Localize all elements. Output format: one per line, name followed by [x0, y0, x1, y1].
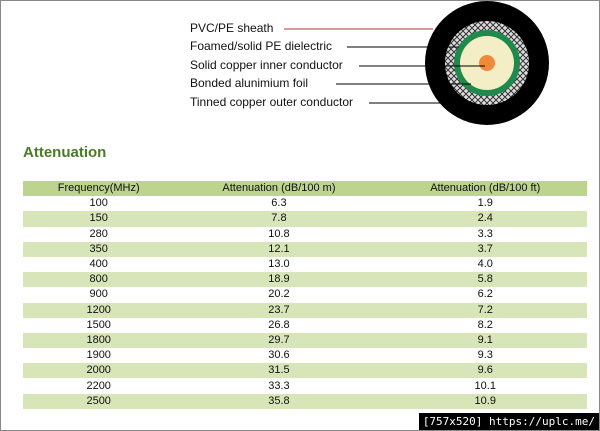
- label: Foamed/solid PE dielectric: [190, 39, 332, 53]
- table-row: 1200 23.7 7.2: [23, 302, 587, 318]
- table-cell: 150: [23, 211, 175, 227]
- table-cell: 6.2: [383, 287, 587, 303]
- table-cell: 5.8: [383, 272, 587, 288]
- table-cell: 26.8: [174, 317, 384, 333]
- table-cell: 18.9: [174, 272, 384, 288]
- table-row: 1500 26.8 8.2: [23, 317, 587, 333]
- label: Bonded alunimium foil: [190, 76, 308, 90]
- table-row: 1900 30.6 9.3: [23, 348, 587, 364]
- table-cell: 280: [23, 226, 175, 242]
- table-cell: 9.3: [383, 348, 587, 364]
- table-cell: 350: [23, 241, 175, 257]
- table-row: 1800 29.7 9.1: [23, 332, 587, 349]
- table-row: 900 20.2 6.2: [23, 287, 587, 303]
- table-cell: 2.4: [383, 211, 587, 227]
- table-cell: 31.5: [174, 363, 384, 379]
- table-row: 350 12.1 3.7: [23, 241, 587, 257]
- label: Solid copper inner conductor: [190, 58, 343, 72]
- table-cell: 4.0: [383, 256, 587, 273]
- table-cell: 3.3: [383, 226, 587, 242]
- header-cell: Attenuation (dB/100 m): [174, 181, 384, 197]
- table-cell: 1.9: [383, 196, 587, 212]
- table-row: 400 13.0 4.0: [23, 256, 587, 273]
- table-row: 2000 31.5 9.6: [23, 363, 587, 379]
- table-cell: 10.8: [174, 226, 384, 242]
- table-cell: 10.1: [383, 378, 587, 394]
- table-cell: 12.1: [174, 241, 384, 257]
- table-cell: 10.9: [383, 393, 587, 409]
- table-cell: 13.0: [174, 256, 384, 273]
- table-cell: 29.7: [174, 332, 384, 349]
- table-cell: 7.2: [383, 302, 587, 318]
- table-row: 2500 35.8 10.9: [23, 393, 587, 409]
- table-cell: 20.2: [174, 287, 384, 303]
- label: PVC/PE sheath: [190, 21, 273, 35]
- cable-diagram: PVC/PE sheath Foamed/solid PE dielectric…: [190, 1, 549, 125]
- table-cell: 1500: [23, 317, 175, 333]
- table-row: 150 7.8 2.4: [23, 211, 587, 227]
- table-cell: 2000: [23, 363, 175, 379]
- table-cell: 2200: [23, 378, 175, 394]
- label: Tinned copper outer conductor: [190, 95, 353, 109]
- table-row: 2200 33.3 10.1: [23, 378, 587, 394]
- table-cell: 33.3: [174, 378, 384, 394]
- table-cell: 23.7: [174, 302, 384, 318]
- table-cell: 7.8: [174, 211, 384, 227]
- table-cell: 100: [23, 196, 175, 212]
- table-row: 800 18.9 5.8: [23, 272, 587, 288]
- table-cell: 2500: [23, 393, 175, 409]
- table-cell: 35.8: [174, 393, 384, 409]
- attenuation-table: Frequency(MHz) Attenuation (dB/100 m) At…: [23, 181, 587, 409]
- header-cell: Frequency(MHz): [23, 181, 175, 197]
- table-cell: 8.2: [383, 317, 587, 333]
- inner-conductor: [479, 55, 495, 71]
- table-cell: 800: [23, 272, 175, 288]
- table-cell: 1200: [23, 302, 175, 318]
- table-cell: 30.6: [174, 348, 384, 364]
- credit: [757x520] https://uplc.me/: [418, 413, 599, 430]
- table-cell: 400: [23, 256, 175, 273]
- header-cell: Attenuation (dB/100 ft): [383, 181, 587, 197]
- table-row: 280 10.8 3.3: [23, 226, 587, 242]
- table-cell: 3.7: [383, 241, 587, 257]
- table-cell: 1800: [23, 332, 175, 349]
- table-cell: 9.6: [383, 363, 587, 379]
- table-cell: 9.1: [383, 332, 587, 349]
- table-cell: 6.3: [174, 196, 384, 212]
- table-row: 100 6.3 1.9: [23, 196, 587, 212]
- table-cell: 900: [23, 287, 175, 303]
- header-row: Frequency(MHz) Attenuation (dB/100 m) At…: [23, 181, 587, 197]
- table-cell: 1900: [23, 348, 175, 364]
- section-title: Attenuation: [23, 144, 107, 161]
